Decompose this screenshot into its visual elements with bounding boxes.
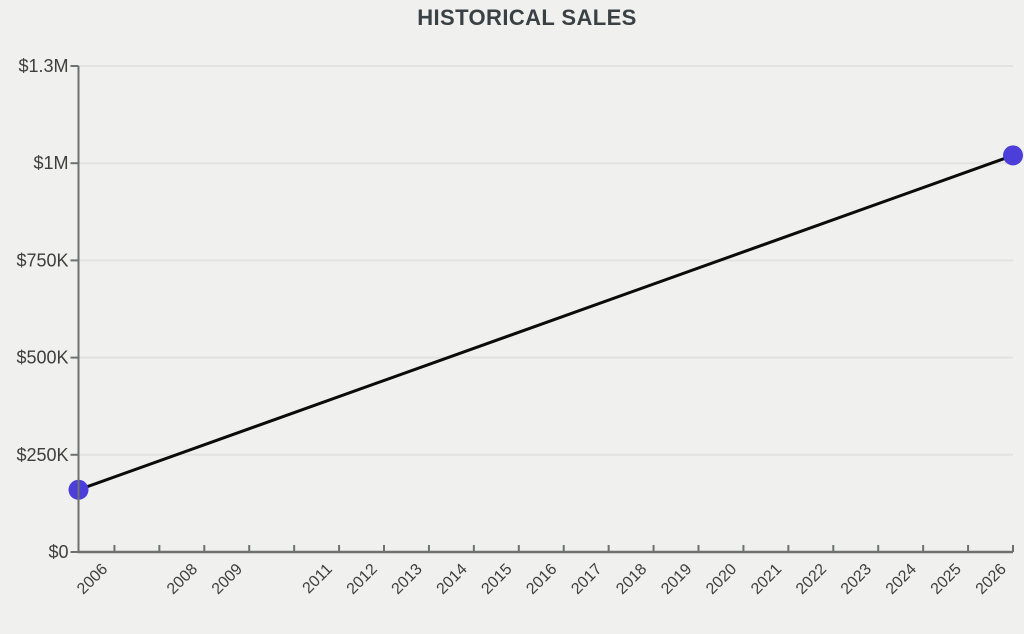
x-tick-label: 2013 (389, 561, 426, 598)
x-tick-label: 2009 (209, 561, 246, 598)
x-tick-label: 2022 (793, 561, 830, 598)
x-tick-label: 2006 (74, 561, 111, 598)
x-tick-label: 2014 (434, 561, 471, 598)
x-tick-label: 2008 (164, 561, 201, 598)
x-tick-label: 2024 (883, 561, 920, 598)
x-tick-label: 2016 (523, 561, 560, 598)
y-tick-label: $250K (16, 445, 68, 465)
y-tick-label: $1.3M (18, 56, 68, 76)
x-tick-label: 2026 (973, 561, 1010, 598)
x-tick-label: 2011 (300, 561, 336, 597)
x-tick-label: 2012 (344, 561, 381, 598)
x-tick-label: 2023 (838, 561, 875, 598)
y-tick-label: $750K (16, 250, 68, 270)
chart-title: HISTORICAL SALES (417, 5, 637, 30)
y-tick-label: $500K (16, 348, 68, 368)
sales-trend-line (77, 153, 1015, 492)
x-tick-label: 2018 (613, 561, 650, 598)
x-tick-label: 2020 (703, 561, 740, 598)
x-tick-label: 2025 (928, 561, 965, 598)
x-tick-label: 2017 (568, 561, 605, 598)
y-tick-label: $1M (33, 153, 68, 173)
x-tick-label: 2019 (658, 561, 695, 598)
x-tick-label: 2021 (748, 561, 785, 598)
x-tick-label: 2015 (478, 561, 515, 598)
data-point[interactable] (1003, 145, 1023, 166)
y-tick-label: $0 (48, 542, 68, 562)
